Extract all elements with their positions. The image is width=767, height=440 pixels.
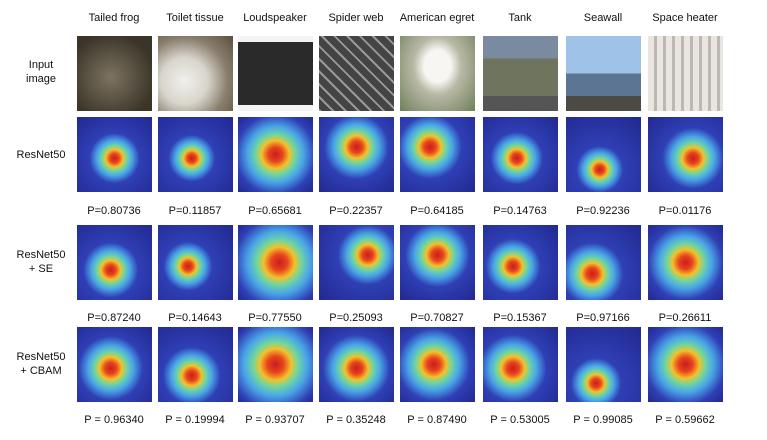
input-image bbox=[483, 36, 558, 111]
attention-heatmap bbox=[483, 225, 558, 300]
attention-heatmap bbox=[77, 225, 152, 300]
input-image bbox=[77, 36, 152, 111]
attention-heatmap bbox=[566, 117, 641, 192]
probability-label: P=0.65681 bbox=[248, 205, 302, 217]
input-image bbox=[319, 36, 394, 111]
attention-heatmap bbox=[238, 327, 313, 402]
attention-heatmap bbox=[77, 327, 152, 402]
input-image bbox=[238, 36, 313, 111]
column-header: Space heater bbox=[652, 12, 718, 24]
probability-label: P=0.11857 bbox=[168, 205, 222, 217]
row-label: ResNet50 bbox=[8, 148, 74, 162]
probability-label: P=0.92236 bbox=[576, 205, 630, 217]
attention-heatmap bbox=[319, 117, 394, 192]
column-header: Toilet tissue bbox=[166, 12, 224, 24]
attention-heatmap bbox=[400, 327, 475, 402]
column-header: Tank bbox=[508, 12, 532, 24]
attention-heatmap bbox=[77, 117, 152, 192]
row-label-line: ResNet50 bbox=[16, 351, 66, 363]
probability-label: P=0.15367 bbox=[493, 312, 547, 324]
input-image bbox=[158, 36, 233, 111]
attention-heatmap bbox=[238, 117, 313, 192]
row-label-line: ResNet50 bbox=[16, 249, 66, 261]
probability-label: P=0.22357 bbox=[329, 205, 383, 217]
probability-label: P = 0.19994 bbox=[165, 414, 225, 426]
probability-label: P = 0.59662 bbox=[655, 414, 715, 426]
input-image bbox=[566, 36, 641, 111]
attention-heatmap bbox=[319, 225, 394, 300]
column-header: Seawall bbox=[583, 12, 623, 24]
attention-heatmap bbox=[400, 117, 475, 192]
attention-heatmap bbox=[648, 117, 723, 192]
input-image bbox=[648, 36, 723, 111]
attention-heatmap bbox=[566, 327, 641, 402]
attention-heatmap bbox=[158, 225, 233, 300]
row-label-line: + SE bbox=[28, 263, 54, 275]
probability-label: P=0.64185 bbox=[410, 205, 464, 217]
column-header: Spider web bbox=[328, 12, 384, 24]
probability-label: P=0.14763 bbox=[493, 205, 547, 217]
probability-label: P = 0.35248 bbox=[326, 414, 386, 426]
attention-heatmap bbox=[648, 225, 723, 300]
row-label-line: ResNet50 bbox=[16, 149, 66, 161]
input-image bbox=[400, 36, 475, 111]
row-label: ResNet50 + CBAM bbox=[8, 350, 74, 378]
column-header: American egret bbox=[399, 12, 475, 24]
attention-heatmap bbox=[238, 225, 313, 300]
row-label: ResNet50 + SE bbox=[8, 248, 74, 276]
probability-label: P = 0.96340 bbox=[84, 414, 144, 426]
probability-label: P = 0.87490 bbox=[407, 414, 467, 426]
probability-label: P=0.70827 bbox=[410, 312, 464, 324]
probability-label: P = 0.93707 bbox=[245, 414, 305, 426]
row-label-line: image bbox=[26, 73, 56, 85]
probability-label: P=0.01176 bbox=[658, 205, 712, 217]
probability-label: P=0.26611 bbox=[658, 312, 712, 324]
attention-heatmap bbox=[483, 327, 558, 402]
probability-label: P = 0.99085 bbox=[573, 414, 633, 426]
probability-label: P=0.77550 bbox=[248, 312, 302, 324]
column-header: Tailed frog bbox=[88, 12, 140, 24]
attention-heatmap bbox=[158, 117, 233, 192]
attention-heatmap bbox=[648, 327, 723, 402]
row-label-line: Input bbox=[28, 59, 54, 71]
attention-heatmap bbox=[483, 117, 558, 192]
probability-label: P = 0.53005 bbox=[490, 414, 550, 426]
attention-heatmap bbox=[400, 225, 475, 300]
row-label-line: + CBAM bbox=[20, 365, 62, 377]
probability-label: P=0.14643 bbox=[168, 312, 222, 324]
probability-label: P=0.87240 bbox=[87, 312, 141, 324]
attention-heatmap bbox=[566, 225, 641, 300]
row-label: Input image bbox=[8, 58, 74, 86]
attention-heatmap bbox=[158, 327, 233, 402]
column-header: Loudspeaker bbox=[243, 12, 307, 24]
probability-label: P=0.25093 bbox=[329, 312, 383, 324]
probability-label: P=0.80736 bbox=[87, 205, 141, 217]
attention-heatmap bbox=[319, 327, 394, 402]
probability-label: P=0.97166 bbox=[576, 312, 630, 324]
